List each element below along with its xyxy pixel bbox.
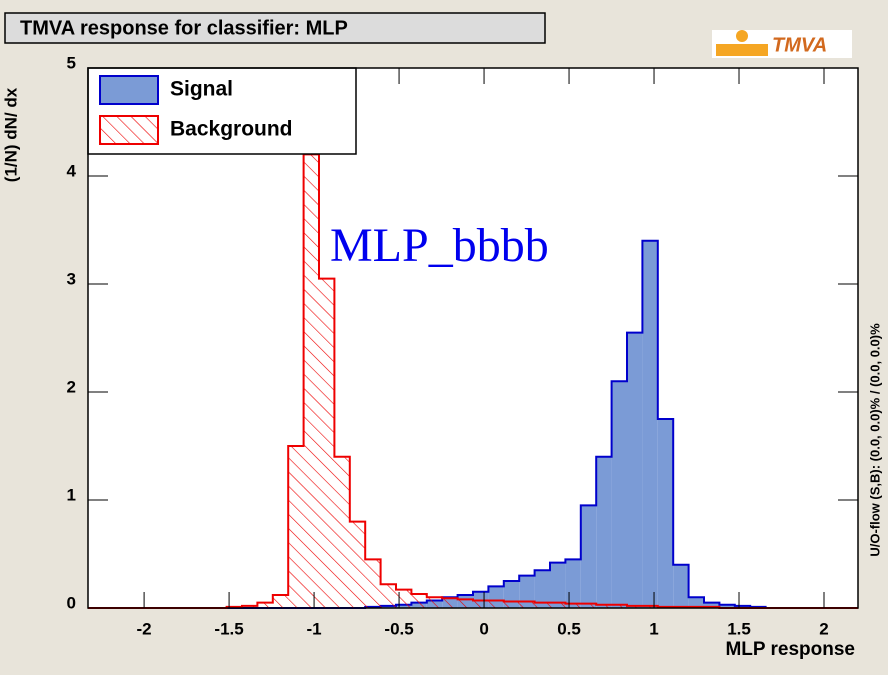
x-tick-label: -0.5 bbox=[384, 619, 413, 638]
bar bbox=[596, 456, 612, 608]
bar bbox=[673, 564, 689, 608]
y-tick-label: 3 bbox=[67, 269, 76, 288]
logo-icon bbox=[716, 44, 768, 56]
bar bbox=[473, 600, 489, 608]
bar bbox=[550, 602, 566, 608]
bar bbox=[734, 605, 751, 608]
legend-swatch bbox=[99, 75, 159, 105]
outline bbox=[88, 153, 858, 609]
bar bbox=[272, 595, 289, 608]
bar bbox=[565, 559, 581, 608]
bar bbox=[242, 605, 258, 608]
legend-label: Background bbox=[170, 118, 293, 141]
x-tick-label: -1.5 bbox=[214, 619, 243, 638]
legend-label: Signal bbox=[170, 78, 233, 101]
title-box bbox=[4, 12, 546, 44]
y-tick-label: 4 bbox=[67, 161, 77, 180]
bar bbox=[580, 603, 597, 608]
bar bbox=[719, 604, 735, 608]
y-tick-label: 0 bbox=[67, 593, 76, 612]
bar bbox=[442, 598, 458, 608]
plot-area bbox=[88, 68, 858, 608]
x-axis-label: MLP response bbox=[725, 639, 855, 660]
x-tick-label: 1 bbox=[649, 619, 658, 638]
bar bbox=[411, 593, 427, 608]
bar bbox=[596, 604, 612, 608]
overflow-note: U/O-flow (S,B): (0.0, 0.0)% / (0.0, 0.0)… bbox=[867, 323, 882, 557]
bar bbox=[657, 419, 674, 608]
bar bbox=[334, 456, 350, 608]
logo-icon bbox=[736, 30, 748, 42]
bar bbox=[503, 601, 520, 608]
bar bbox=[565, 603, 581, 608]
x-tick-label: -1 bbox=[307, 619, 322, 638]
y-tick-label: 5 bbox=[67, 53, 76, 72]
bar bbox=[642, 240, 658, 609]
bar bbox=[519, 575, 535, 608]
logo: TMVA bbox=[772, 34, 827, 56]
bar bbox=[457, 599, 473, 608]
x-tick-label: 0.5 bbox=[557, 619, 581, 638]
x-tick-label: -2 bbox=[137, 619, 152, 638]
bar bbox=[534, 602, 550, 608]
y-tick-label: 2 bbox=[67, 377, 76, 396]
annotation: MLP_bbbb bbox=[330, 219, 549, 272]
bar bbox=[611, 381, 627, 608]
bar bbox=[550, 562, 566, 608]
bar bbox=[642, 605, 658, 608]
plot-frame bbox=[87, 67, 859, 609]
x-tick-label: 2 bbox=[819, 619, 828, 638]
chart-title: TMVA response for classifier: MLP bbox=[20, 17, 348, 39]
bar bbox=[365, 559, 381, 608]
bar bbox=[349, 521, 366, 608]
bar bbox=[627, 605, 643, 608]
bar bbox=[688, 597, 704, 608]
bar bbox=[627, 332, 643, 608]
x-tick-label: 1.5 bbox=[727, 619, 751, 638]
bar bbox=[319, 278, 335, 608]
x-tick-label: 0 bbox=[479, 619, 488, 638]
y-tick-label: 1 bbox=[67, 485, 76, 504]
bar bbox=[426, 597, 443, 608]
bar bbox=[519, 601, 535, 608]
bar bbox=[303, 154, 319, 608]
bar bbox=[580, 505, 597, 608]
bar bbox=[257, 602, 273, 608]
bar bbox=[396, 589, 412, 608]
bar bbox=[534, 570, 550, 608]
bar bbox=[611, 604, 627, 608]
bar bbox=[288, 446, 304, 608]
legend-swatch bbox=[99, 115, 159, 145]
y-axis-label: (1/N) dN/ dx bbox=[1, 87, 20, 182]
bar bbox=[488, 600, 504, 608]
bar bbox=[380, 584, 396, 608]
bar bbox=[704, 602, 720, 608]
